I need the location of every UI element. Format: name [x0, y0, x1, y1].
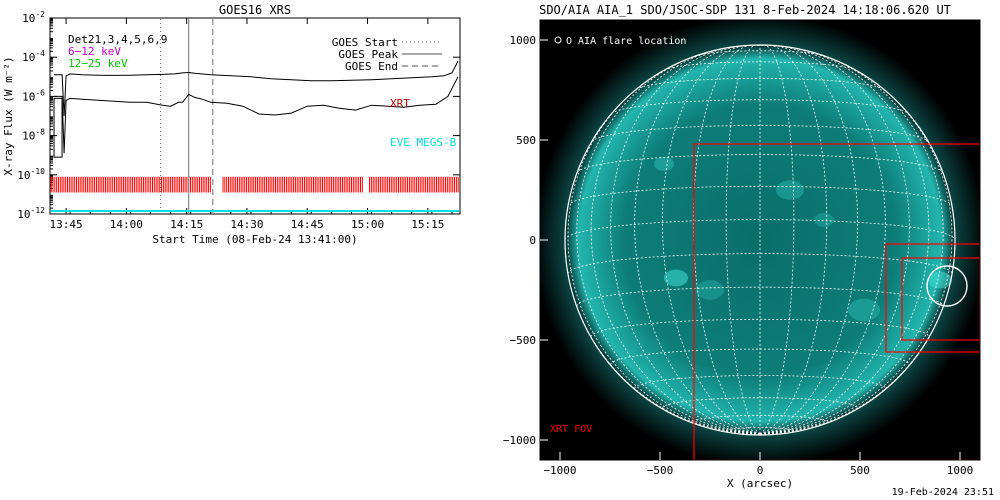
- aia-y-tick-label: −1000: [503, 434, 536, 447]
- goes-plot-frame: [49, 17, 461, 215]
- longitude-line: [567, 73, 761, 435]
- goes-x-tick-label: 14:15: [170, 218, 203, 231]
- latitude-line: [576, 154, 944, 173]
- longitude-line: [759, 45, 858, 435]
- latitude-line: [664, 61, 856, 71]
- bright-region: [776, 180, 804, 200]
- goes-x-tick-label: 14:30: [230, 218, 263, 231]
- longitude-line: [759, 45, 886, 435]
- aia-x-tick-label: 500: [850, 464, 870, 477]
- latitude-line: [591, 125, 929, 143]
- xrt-fov-box: [693, 143, 980, 460]
- longitude-line: [759, 73, 953, 435]
- bright-region: [654, 157, 674, 171]
- goes-y-tick-base: 10: [17, 169, 30, 182]
- legend-left-entry: Det21,3,4,5,6,9: [68, 33, 167, 46]
- goes-y-tick-base: 10: [22, 12, 35, 25]
- latitude-line: [576, 286, 944, 307]
- goes-y-tick-exp: -12: [31, 206, 46, 215]
- latitude-line: [634, 375, 886, 389]
- goes-y-tick-exp: -10: [31, 167, 46, 176]
- solar-bright-regions: [654, 157, 952, 322]
- longitude-line: [576, 53, 761, 435]
- data-gap-bar: [53, 97, 63, 158]
- latitude-line: [696, 50, 824, 56]
- legend-left-entry: 6−12 keV: [68, 45, 121, 58]
- goes-y-tick-label: 10-12: [17, 206, 45, 221]
- eve-curve-label: EVE MEGS-B: [390, 136, 457, 149]
- eve-baseline: [51, 210, 459, 212]
- longitude-line: [725, 44, 761, 435]
- goes-x-axis-label: Start Time (08-Feb-24 13:41:00): [152, 233, 357, 246]
- longitude-line: [662, 45, 761, 435]
- aia-y-tick-label: 0: [529, 234, 536, 247]
- goes-x-tick-label: 14:45: [291, 218, 324, 231]
- goes-title: GOES16 XRS: [219, 3, 291, 17]
- goes-xrs-chart: GOES16 XRS 13:45 14:00 14:15 14:30 14:45 15:0…: [2, 3, 461, 246]
- aia-y-tick-label: 1000: [510, 34, 537, 47]
- goes-y-axis-label: X-ray Flux (W m⁻²): [2, 56, 15, 175]
- legend-right-entry: GOES Peak: [338, 48, 398, 61]
- bright-region: [814, 213, 834, 227]
- goes-short-series: [54, 76, 459, 154]
- goes-x-tick-label: 15:15: [411, 218, 444, 231]
- goes-x-tick-label: 15:00: [351, 218, 384, 231]
- longitude-line: [759, 44, 795, 435]
- goes-y-tick-label: 10-10: [17, 167, 45, 182]
- bright-region: [848, 298, 880, 322]
- aia-y-tick-label: −500: [510, 334, 537, 347]
- goes-y-tick-base: 10: [17, 208, 30, 221]
- flare-location-circle: [926, 265, 968, 307]
- longitude-line: [590, 47, 761, 435]
- goes-y-tick-base: 10: [22, 51, 35, 64]
- aia-x-tick-label: −500: [647, 464, 674, 477]
- aia-x-tick-label: 0: [757, 464, 764, 477]
- aia-x-axis-label: X (arcsec): [727, 477, 793, 490]
- longitude-line: [610, 46, 761, 435]
- goes-x-tick-label: 13:45: [50, 218, 83, 231]
- bright-region: [696, 280, 724, 300]
- aia-legend: O AIA flare location: [566, 36, 686, 47]
- goes-y-tick-exp: -6: [35, 88, 45, 97]
- aia-x-tick-label: −1000: [543, 464, 576, 477]
- goes-y-tick-exp: -2: [35, 10, 45, 19]
- aia-image-chart: SDO/AIA AIA_1 SDO/JSOC-SDP 131 8-Feb-202…: [503, 3, 981, 490]
- aia-x-tick-label: 1000: [947, 464, 974, 477]
- legend-right-entry: GOES Start: [332, 36, 398, 49]
- xrt-fov-box: [885, 243, 980, 353]
- goes-y-tick-label: 10-2: [22, 10, 45, 25]
- aia-y-tick-label: 500: [516, 134, 536, 147]
- goes-y-tick-base: 10: [22, 130, 35, 143]
- goes-y-tick-exp: -4: [35, 49, 45, 58]
- goes-long-series: [54, 60, 459, 117]
- legend-left-entry: 12−25 keV: [68, 57, 128, 70]
- bright-region: [664, 269, 688, 287]
- longitude-line: [759, 47, 930, 435]
- goes-y-tick-label: 10-4: [22, 49, 45, 64]
- latitude-line: [635, 77, 885, 90]
- xrt-fov-label: XRT FOV: [550, 424, 592, 435]
- legend-marker-icon: [554, 36, 562, 44]
- goes-y-tick-base: 10: [22, 90, 35, 103]
- goes-x-tick-label: 14:00: [110, 218, 143, 231]
- aia-title: SDO/AIA AIA_1 SDO/JSOC-SDP 131 8-Feb-202…: [539, 3, 951, 17]
- xrt-fov-box: [901, 257, 980, 341]
- goes-y-tick-exp: -8: [35, 128, 45, 137]
- goes-y-tick-label: 10-6: [22, 88, 45, 103]
- xrt-curve-label: XRT: [390, 97, 410, 110]
- legend-right-entry: GOES End: [345, 60, 398, 73]
- solar-limb: [564, 44, 956, 436]
- longitude-line: [759, 53, 944, 435]
- timestamp: 19-Feb-2024 23:51: [891, 487, 994, 498]
- longitude-line: [634, 45, 761, 435]
- latitude-line: [564, 219, 956, 241]
- goes-y-tick-label: 10-8: [22, 128, 45, 143]
